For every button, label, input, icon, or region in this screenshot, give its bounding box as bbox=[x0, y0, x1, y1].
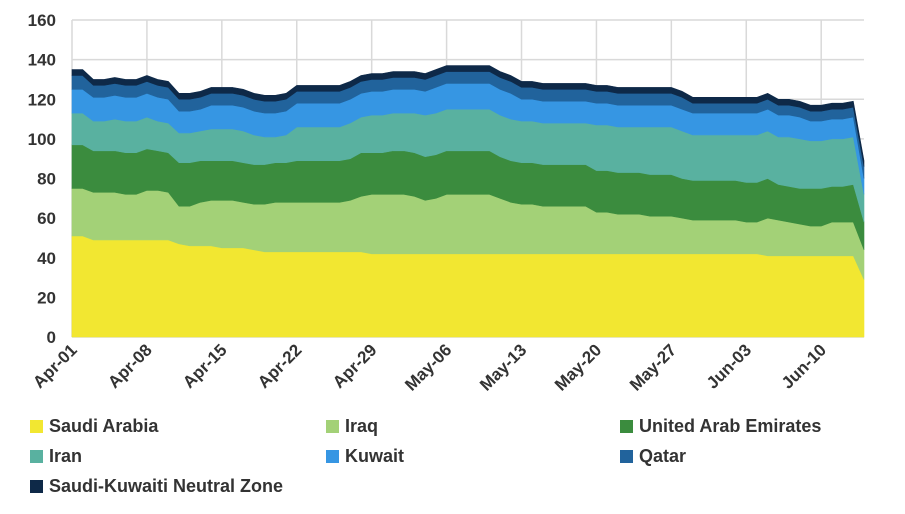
y-tick-label: 80 bbox=[37, 170, 56, 189]
x-tick-label: May-06 bbox=[401, 340, 455, 394]
x-tick-label: Apr-08 bbox=[104, 340, 156, 392]
x-tick-label: Jun-03 bbox=[703, 340, 755, 392]
y-tick-label: 140 bbox=[28, 51, 56, 70]
x-tick-label: May-20 bbox=[551, 340, 605, 394]
x-axis-ticks: Apr-01 Apr-08 Apr-15 Apr-22 Apr-29 May-06 May-… bbox=[29, 340, 830, 394]
x-tick-label: Apr-29 bbox=[329, 340, 381, 392]
area-saudi-kuwaiti-neutral-zone bbox=[71, 65, 865, 167]
y-tick-label: 120 bbox=[28, 90, 56, 109]
x-tick-label: May-27 bbox=[626, 340, 680, 394]
area-series-group bbox=[71, 65, 865, 338]
x-tick-label: May-13 bbox=[476, 340, 530, 394]
y-tick-label: 60 bbox=[37, 209, 56, 228]
x-tick-label: Apr-01 bbox=[29, 340, 81, 392]
y-tick-label: 0 bbox=[47, 328, 56, 347]
y-tick-label: 100 bbox=[28, 130, 56, 149]
y-tick-label: 40 bbox=[37, 249, 56, 268]
y-axis-ticks: 0 20 40 60 80 100 120 140 160 bbox=[28, 11, 56, 347]
x-tick-label: Apr-22 bbox=[254, 340, 306, 392]
y-tick-label: 20 bbox=[37, 288, 56, 307]
y-tick-label: 160 bbox=[28, 11, 56, 30]
x-tick-label: Jun-10 bbox=[778, 340, 830, 392]
x-tick-label: Apr-15 bbox=[179, 340, 231, 392]
